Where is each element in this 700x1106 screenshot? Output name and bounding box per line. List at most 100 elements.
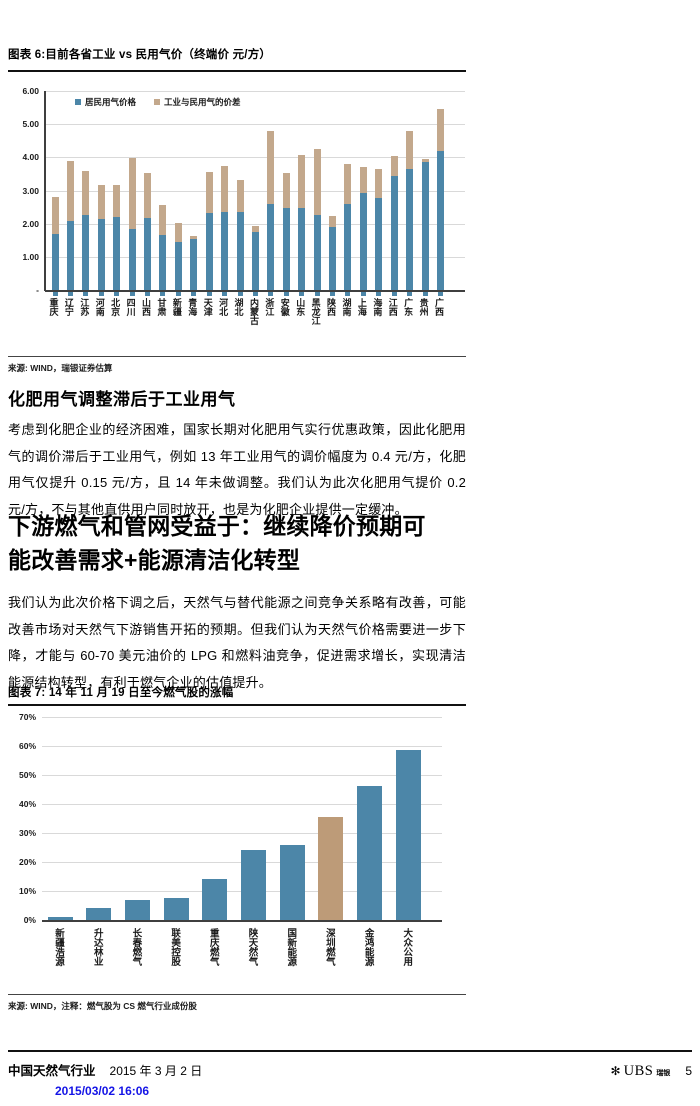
bar-segment: [298, 155, 306, 209]
bar-segment: [279, 845, 305, 920]
y-axis-tick-label: 5.00: [22, 119, 39, 130]
bar-segment: [51, 233, 59, 290]
bar-segment: [202, 878, 228, 920]
y-axis-tick-label: 40%: [18, 799, 36, 809]
bar-segment: [251, 231, 259, 290]
y-axis-tick-label: 4.00: [22, 152, 39, 163]
bar-segment: [163, 898, 189, 920]
bar-segment: [205, 213, 213, 290]
bar-segment: [267, 203, 275, 290]
x-axis-tick-mark: [376, 292, 382, 296]
x-axis-category-label: 河北: [218, 298, 229, 316]
x-axis-tick-mark: [83, 292, 89, 296]
x-axis-category-label: 湖南: [341, 298, 352, 316]
figure6-title: 图表 6:目前各省工业 vs 民用气价（终端价 元/方）: [8, 49, 272, 61]
bar-segment: [390, 176, 398, 290]
x-axis-tick-mark: [98, 292, 104, 296]
x-axis-category-label: 江苏: [79, 298, 90, 316]
x-axis-category-label: 辽宁: [63, 298, 74, 316]
bar-segment: [97, 218, 105, 290]
figure7-source: 来源: WIND，注释：燃气股为 CS 燃气行业成份股: [8, 1001, 197, 1011]
x-axis-category-label: 天津: [202, 298, 213, 316]
bar-segment: [282, 172, 290, 208]
y-axis-line: [44, 91, 46, 291]
bar-segment: [144, 172, 152, 218]
y-axis-tick-label: 50%: [18, 770, 36, 780]
x-axis-tick-mark: [345, 292, 351, 296]
bar-segment: [267, 131, 275, 204]
x-axis-category-label: 大众公用: [401, 928, 413, 966]
bar-segment: [190, 238, 198, 290]
legend-item-residential: 居民用气价格: [75, 96, 136, 108]
legend-swatch-price-gap-icon: [154, 99, 161, 105]
x-axis-category-label: 河南: [94, 298, 105, 316]
bar-segment: [421, 161, 429, 290]
x-axis-category-label: 甘肃: [156, 298, 167, 316]
bar-segment: [97, 184, 105, 219]
y-axis-tick-label: 3.00: [22, 185, 39, 196]
figure6-chart: 居民用气价格 工业与民用气的价差 - 1.00 2.00 3.00 4.00 5.00 6.…: [8, 80, 466, 348]
bar-segment: [421, 158, 429, 162]
bar-segment: [437, 109, 444, 152]
x-axis-category-label: 浙江: [264, 298, 275, 316]
paragraph-downstream-gas: 我们认为此次价格下调之后，天然气与替代能源之间竞争关系略有改善，可能改善市场对天…: [8, 595, 466, 690]
bar-segment: [124, 899, 150, 920]
gridline: [42, 833, 442, 834]
ubs-brand-name: UBS: [623, 1063, 654, 1079]
y-axis-tick-label: 10%: [18, 886, 36, 896]
figure6-source: 来源: WIND，瑞银证券估算: [8, 363, 113, 373]
x-axis-tick-mark: [237, 292, 243, 296]
bar-segment: [66, 221, 74, 290]
bar-segment: [174, 222, 182, 242]
x-axis-category-label: 陕天然气: [246, 928, 258, 966]
footer-rule: [8, 1050, 692, 1052]
bar-segment: [144, 218, 152, 290]
bar-segment: [357, 785, 383, 920]
gridline: [45, 157, 465, 159]
x-axis-tick-mark: [129, 292, 135, 296]
gridline: [42, 775, 442, 776]
x-axis-tick-mark: [407, 292, 413, 296]
x-axis-category-label: 金鸿能源: [362, 928, 374, 966]
bar-segment: [282, 207, 290, 290]
x-axis-category-label: 北京: [110, 298, 121, 316]
x-axis-tick-mark: [360, 292, 366, 296]
x-axis-category-label: 黑龙江: [310, 298, 321, 325]
x-axis-category-label: 联美控股: [169, 928, 181, 966]
bar-segment: [128, 158, 136, 229]
x-axis-line: [45, 290, 465, 292]
ubs-brand-name-chinese: 瑞银: [656, 1070, 671, 1077]
x-axis-category-label: 深圳燃气: [323, 928, 335, 966]
x-axis-tick-mark: [438, 292, 443, 296]
y-axis-tick-label: 20%: [18, 857, 36, 867]
x-axis-tick-mark: [314, 292, 320, 296]
bar-segment: [313, 214, 321, 290]
y-axis-tick-label: 30%: [18, 828, 36, 838]
bar-segment: [221, 165, 229, 213]
x-axis-tick-mark: [175, 292, 181, 296]
x-axis-category-label: 升达林业: [91, 928, 103, 966]
x-axis-tick-mark: [252, 292, 258, 296]
bar-segment: [51, 197, 59, 234]
bar-segment: [205, 171, 213, 214]
bar-segment: [359, 192, 367, 290]
bar-segment: [406, 168, 414, 290]
x-axis-tick-mark: [283, 292, 289, 296]
footer-left: 中国天然气行业 2015 年 3 月 2 日: [8, 1060, 202, 1080]
x-axis-category-label: 安徽: [279, 298, 290, 316]
x-axis-category-label: 新疆浩源: [53, 928, 64, 966]
bar-segment: [298, 208, 306, 290]
y-axis-tick-label: 2.00: [22, 218, 39, 229]
y-axis-tick-label: 70%: [18, 712, 36, 722]
x-axis-category-label: 贵州: [418, 298, 429, 316]
bar-segment: [236, 179, 244, 213]
y-axis-tick-label: -: [36, 285, 39, 295]
y-axis-tick-label: 60%: [18, 741, 36, 751]
x-axis-category-label: 湖北: [233, 298, 244, 316]
bar-segment: [159, 234, 167, 290]
x-axis-category-label: 陕西: [326, 298, 337, 316]
x-axis-category-label: 长春燃气: [130, 928, 142, 966]
bar-segment: [113, 217, 121, 290]
bar-segment: [159, 204, 167, 235]
doc-date: 2015 年 3 月 2 日: [109, 1064, 203, 1078]
